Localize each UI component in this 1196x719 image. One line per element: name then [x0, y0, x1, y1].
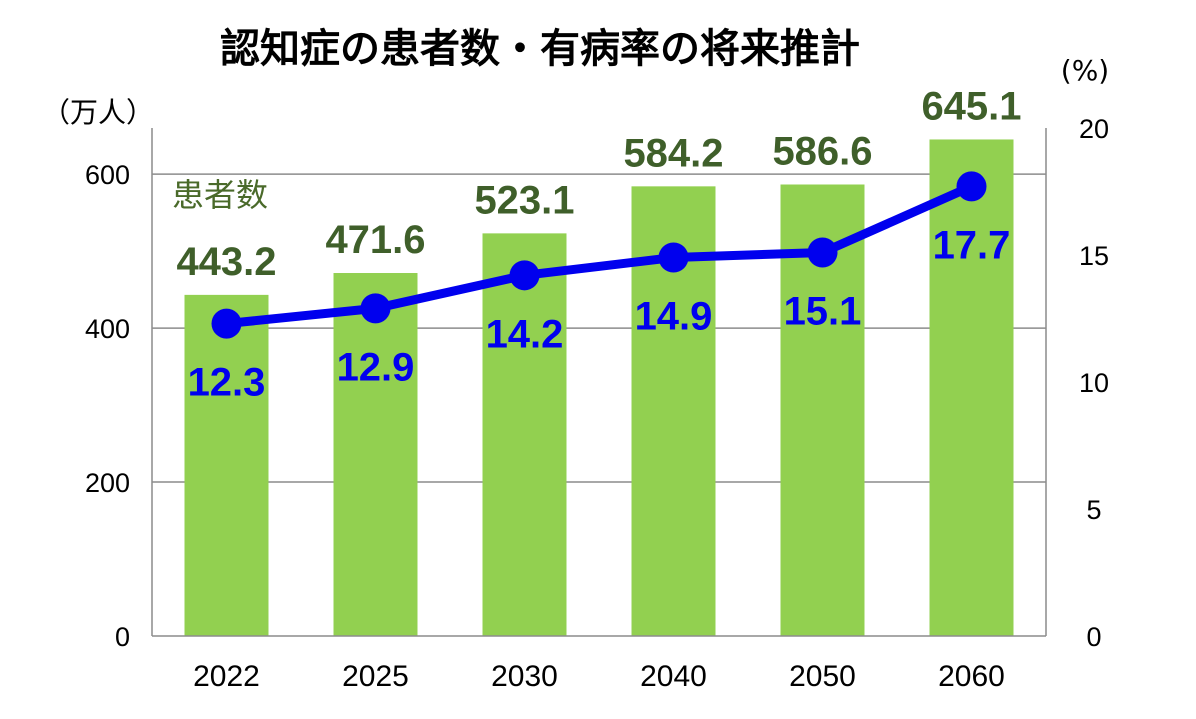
y-tick-label-right: 0 [1086, 622, 1101, 652]
bar [184, 294, 269, 636]
x-axis-ticks: 2022 2025 2030 2040 2050 2060 [193, 660, 1005, 693]
x-tick-label: 2022 [193, 660, 260, 693]
rate-point [509, 260, 540, 291]
rate-value-label: 12.9 [337, 345, 415, 389]
rate-point [807, 237, 838, 268]
right-axis-unit: (%) [1061, 54, 1109, 87]
line-value-labels: 12.3 12.9 14.2 14.9 15.1 17.7 [188, 223, 1011, 404]
bar [333, 273, 418, 636]
left-axis-unit: （万人） [42, 96, 154, 129]
y-tick-label-right: 5 [1086, 495, 1101, 525]
right-axis-ticks: 0 5 10 15 20 [1079, 114, 1109, 652]
rate-point [956, 171, 987, 202]
series-name-label: 患者数 [172, 176, 268, 214]
x-tick-label: 2040 [640, 660, 707, 693]
bar [482, 233, 567, 636]
rate-value-label: 12.3 [188, 361, 266, 405]
bar-value-label: 586.6 [772, 129, 872, 173]
bar [929, 139, 1014, 636]
x-tick-label: 2060 [938, 660, 1005, 693]
y-tick-label-right: 20 [1079, 114, 1109, 144]
y-tick-label-right: 15 [1079, 241, 1109, 271]
x-tick-label: 2025 [342, 660, 409, 693]
x-tick-label: 2030 [491, 660, 558, 693]
y-tick-label-left: 0 [115, 622, 130, 652]
y-tick-label-left: 600 [85, 160, 130, 190]
rate-value-label: 14.9 [635, 295, 713, 339]
y-tick-label-left: 400 [85, 314, 130, 344]
rate-value-label: 14.2 [486, 312, 564, 356]
rate-value-label: 15.1 [784, 289, 862, 333]
rate-point [360, 293, 391, 324]
axes [151, 128, 1047, 637]
gridlines [152, 173, 1046, 483]
bar-value-label: 471.6 [325, 218, 425, 262]
left-axis-ticks: 0 200 400 600 [85, 160, 130, 652]
bar-value-label: 584.2 [623, 131, 723, 175]
rate-point [658, 242, 689, 273]
bar-series [184, 139, 1014, 637]
y-tick-label-left: 200 [85, 468, 130, 498]
bar-value-label: 443.2 [176, 240, 276, 284]
rate-point [211, 308, 242, 339]
bar-value-label: 645.1 [921, 84, 1021, 128]
line-series [211, 171, 987, 339]
rate-value-label: 17.7 [933, 223, 1011, 267]
y-tick-label-right: 10 [1079, 368, 1109, 398]
bar-value-labels: 443.2 471.6 523.1 584.2 586.6 645.1 [176, 84, 1021, 283]
bar-value-label: 523.1 [474, 178, 574, 222]
rate-line [226, 182, 974, 329]
chart-title: 認知症の患者数・有病率の将来推計 [220, 26, 860, 72]
x-tick-label: 2050 [789, 660, 856, 693]
